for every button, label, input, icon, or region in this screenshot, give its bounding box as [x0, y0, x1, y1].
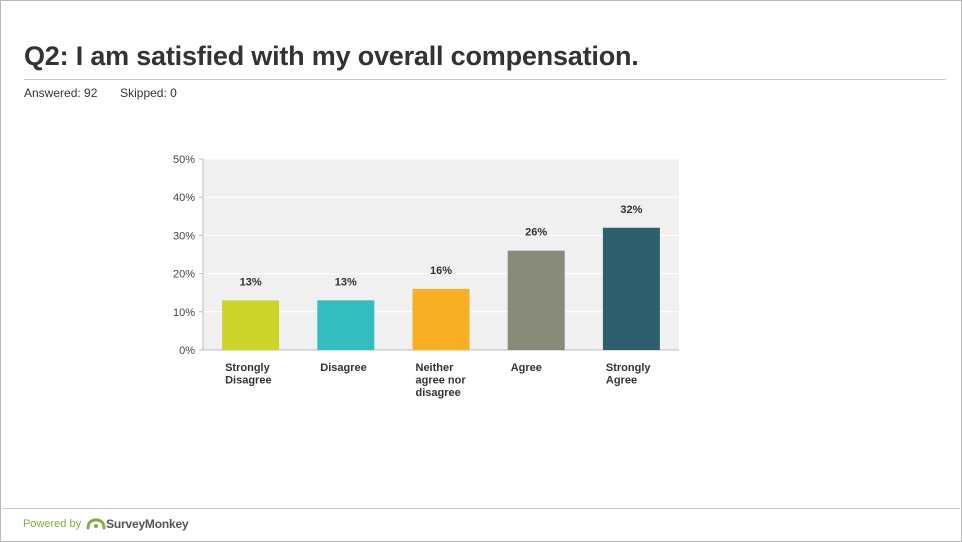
y-tick-label: 20%	[173, 269, 195, 281]
footer-divider	[2, 508, 960, 509]
bar-chart-svg: 0%10%20%30%40%50%13%StronglyDisagree13%D…	[173, 154, 679, 399]
bar	[317, 300, 375, 350]
category-label: Neither	[416, 362, 455, 374]
data-label: 32%	[620, 204, 642, 216]
y-tick-label: 0%	[179, 345, 195, 357]
category-label: Strongly	[225, 362, 270, 374]
category-label: Disagree	[225, 375, 271, 387]
skipped-label: Skipped:	[120, 86, 167, 100]
title-divider	[24, 79, 946, 80]
data-label: 13%	[240, 276, 262, 288]
brand-name: SurveyMonkey	[106, 517, 189, 531]
skipped-count: 0	[170, 86, 177, 100]
category-label: Agree	[606, 375, 637, 387]
bar	[602, 227, 660, 350]
surveymonkey-logo-icon	[86, 518, 106, 530]
y-tick-label: 10%	[173, 307, 195, 319]
category-label: Agree	[511, 362, 542, 374]
question-title: Q2: I am satisfied with my overall compe…	[24, 41, 639, 71]
category-label: Disagree	[320, 362, 366, 374]
category-label: agree nor	[416, 375, 467, 387]
y-tick-label: 50%	[173, 154, 195, 166]
bar-chart: 0% 10% 20% 30% 40% 50% 13% Strongly Disagree 13% D…	[161, 151, 701, 411]
data-label: 26%	[525, 227, 547, 239]
bar	[412, 288, 470, 350]
data-label: 13%	[335, 276, 357, 288]
surveymonkey-brand[interactable]: SurveyMonkey	[86, 517, 189, 531]
answered-label: Answered:	[24, 86, 81, 100]
bar	[507, 250, 565, 350]
powered-by-footer[interactable]: Powered by SurveyMonkey	[23, 517, 189, 531]
category-label: disagree	[416, 387, 461, 399]
y-tick-label: 30%	[173, 230, 195, 242]
data-label: 16%	[430, 265, 452, 277]
y-tick-label: 40%	[173, 192, 195, 204]
powered-by-label: Powered by	[23, 518, 82, 530]
category-label: Strongly	[606, 362, 651, 374]
bar	[222, 300, 280, 350]
response-summary: Answered: 92 Skipped: 0	[24, 86, 177, 100]
answered-count: 92	[84, 86, 98, 100]
